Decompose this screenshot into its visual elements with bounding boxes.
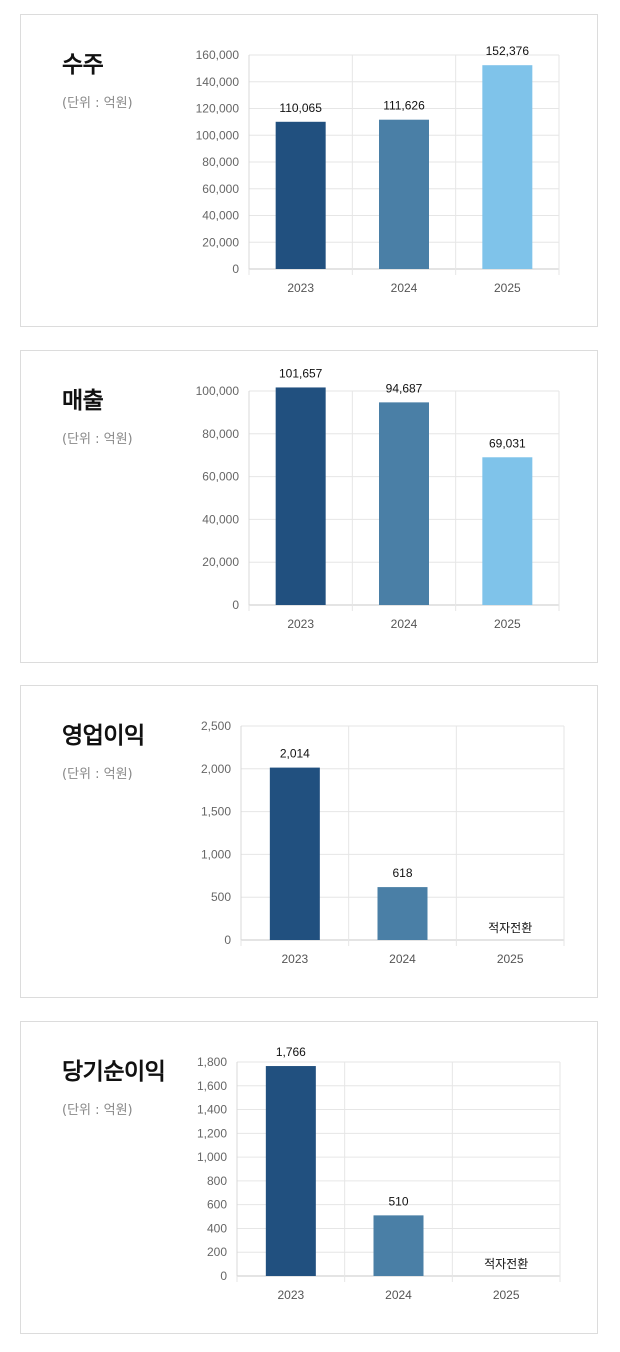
y-tick-label: 40,000 <box>202 512 239 526</box>
data-label-2023: 1,766 <box>276 1045 306 1059</box>
y-tick-label: 60,000 <box>202 182 239 196</box>
y-tick-label: 2,500 <box>201 719 231 733</box>
y-tick-label: 1,500 <box>201 805 231 819</box>
order-intake-chart: 0 20,000 40,000 60,000 80,000 100,000 120,000 1… <box>196 44 560 295</box>
unit-label: (단위 : 억원) <box>62 767 133 782</box>
y-tick-label: 20,000 <box>202 235 239 249</box>
x-tick-label: 2023 <box>281 952 308 966</box>
y-tick-label: 400 <box>207 1221 227 1235</box>
x-tick-label: 2023 <box>287 281 314 295</box>
x-tick-label: 2023 <box>277 1288 304 1302</box>
net-income-card: 당기순이익 (단위 : 억원) 0 200 400 600 800 1,000 1,200 1… <box>20 1021 598 1334</box>
unit-label: (단위 : 억원) <box>62 432 133 447</box>
y-tick-label: 40,000 <box>202 209 239 223</box>
card-title: 영업이익 <box>62 723 145 749</box>
bar-2023 <box>275 387 326 605</box>
y-tick-label: 1,800 <box>197 1055 227 1069</box>
bar-2024 <box>379 119 429 269</box>
y-tick-label: 200 <box>207 1245 227 1259</box>
data-label-2025: 적자전환 <box>484 1257 528 1271</box>
y-tick-label: 20,000 <box>202 555 239 569</box>
revenue-chart: 0 20,000 40,000 60,000 80,000 100,000 101,657 2… <box>196 366 560 631</box>
data-label-2025: 69,031 <box>489 436 526 450</box>
data-label-2024: 94,687 <box>386 381 423 395</box>
x-tick-label: 2024 <box>391 281 418 295</box>
operating-profit-card: 영업이익 (단위 : 억원) 0 500 1,000 1,500 2,000 2,500 2… <box>20 685 598 998</box>
y-tick-label: 500 <box>211 890 231 904</box>
y-tick-label: 160,000 <box>196 48 240 62</box>
y-tick-label: 60,000 <box>202 470 239 484</box>
card-title: 수주 <box>62 52 104 78</box>
data-label-2025: 적자전환 <box>488 921 532 935</box>
x-tick-label: 2024 <box>389 952 416 966</box>
data-label-2023: 101,657 <box>279 366 323 380</box>
x-tick-label: 2025 <box>493 1288 520 1302</box>
data-label-2025: 152,376 <box>486 44 530 58</box>
y-tick-label: 800 <box>207 1174 227 1188</box>
y-tick-label: 2,000 <box>201 762 231 776</box>
bar-2023 <box>265 1066 316 1276</box>
y-tick-label: 100,000 <box>196 384 240 398</box>
bar-2025 <box>482 65 533 269</box>
y-tick-label: 0 <box>220 1269 227 1283</box>
net-income-chart: 0 200 400 600 800 1,000 1,200 1,400 1,600 1,800 1,… <box>197 1045 561 1302</box>
x-tick-label: 2025 <box>494 617 521 631</box>
y-tick-label: 80,000 <box>202 427 239 441</box>
x-tick-label: 2023 <box>287 617 314 631</box>
revenue-card: 매출 (단위 : 억원) 0 20,000 40,000 60,000 80,000 10… <box>20 350 598 663</box>
data-label-2023: 110,065 <box>279 101 322 115</box>
bar-2025 <box>482 457 533 605</box>
y-tick-label: 1,400 <box>197 1103 227 1117</box>
card-title: 당기순이익 <box>62 1059 166 1085</box>
bar-2024 <box>377 887 428 940</box>
y-tick-label: 600 <box>207 1198 227 1212</box>
order-intake-card: 수주 (단위 : 억원) 0 20,000 40,000 60,000 80,000 10… <box>20 14 598 327</box>
data-label-2023: 2,014 <box>280 747 310 761</box>
bar-2024 <box>379 402 429 605</box>
data-label-2024: 510 <box>388 1194 408 1208</box>
x-tick-label: 2024 <box>385 1288 412 1302</box>
data-label-2024: 618 <box>392 866 412 880</box>
y-tick-label: 1,200 <box>197 1126 227 1140</box>
x-tick-label: 2025 <box>497 952 524 966</box>
y-tick-label: 0 <box>224 933 231 947</box>
y-tick-label: 1,000 <box>197 1150 227 1164</box>
y-tick-label: 0 <box>232 598 239 612</box>
y-tick-label: 100,000 <box>196 128 240 142</box>
y-tick-label: 1,000 <box>201 847 231 861</box>
x-tick-label: 2024 <box>391 617 418 631</box>
unit-label: (단위 : 억원) <box>62 1103 133 1118</box>
operating-profit-chart: 0 500 1,000 1,500 2,000 2,500 2,014 2023 618 2024… <box>201 719 565 966</box>
data-label-2024: 111,626 <box>383 99 425 113</box>
bar-2023 <box>269 767 320 940</box>
bar-2024 <box>373 1215 424 1276</box>
y-tick-label: 120,000 <box>196 102 240 116</box>
y-tick-label: 0 <box>232 262 239 276</box>
y-tick-label: 140,000 <box>196 75 240 89</box>
card-title: 매출 <box>62 388 104 414</box>
y-tick-label: 80,000 <box>202 155 239 169</box>
unit-label: (단위 : 억원) <box>62 96 133 111</box>
x-tick-label: 2025 <box>494 281 521 295</box>
y-tick-label: 1,600 <box>197 1079 227 1093</box>
bar-2023 <box>275 121 326 270</box>
